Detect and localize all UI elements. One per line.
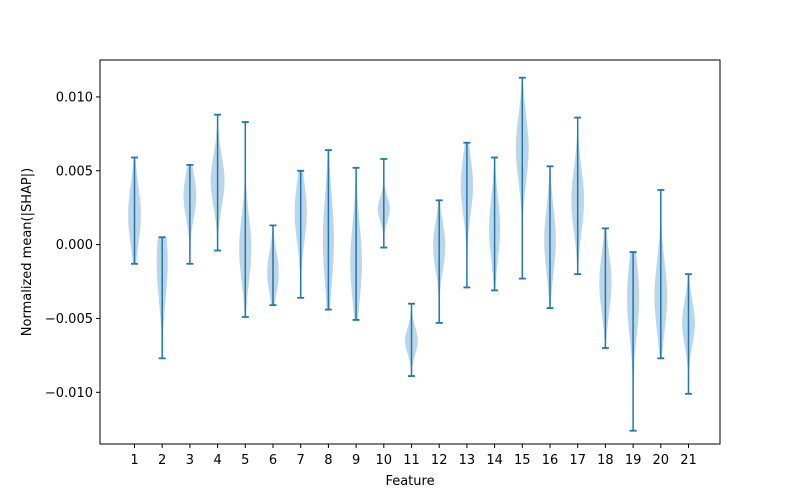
violin-feature-8 (322, 149, 334, 311)
violin-feature-21 (682, 273, 695, 395)
x-tick-label: 12 (431, 453, 448, 468)
y-tick-label: 0.000 (56, 238, 93, 253)
violin-feature-14 (489, 156, 501, 292)
y-axis-ticks: 0.010 0.005 0.000 −0.005 −0.010 (45, 90, 100, 401)
x-tick-label: 21 (680, 453, 697, 468)
violin-feature-19 (627, 251, 640, 432)
x-tick-label: 9 (352, 453, 360, 468)
axes-frame (99, 59, 721, 445)
x-tick-label: 17 (569, 453, 586, 468)
violin-feature-20 (654, 189, 668, 360)
x-tick-label: 15 (514, 453, 531, 468)
x-tick-label: 16 (542, 453, 559, 468)
violin-feature-18 (599, 227, 612, 349)
x-tick-label: 19 (625, 453, 642, 468)
x-tick-label: 8 (324, 453, 332, 468)
x-tick-label: 3 (186, 453, 194, 468)
violin-feature-9 (350, 166, 362, 321)
violin-feature-11 (405, 302, 418, 377)
x-tick-label: 7 (297, 453, 305, 468)
x-tick-label: 5 (241, 453, 249, 468)
violin-feature-17 (571, 116, 585, 276)
violin-feature-10 (377, 158, 390, 249)
x-tick-label: 11 (403, 453, 420, 468)
x-axis-ticks: 1 2 3 4 5 6 7 8 9 10 11 12 13 14 15 16 17 18 19 20 21 (130, 444, 697, 468)
x-tick-label: 14 (486, 453, 503, 468)
y-tick-label: −0.005 (45, 312, 93, 327)
violin-feature-4 (210, 113, 225, 252)
x-axis-label: Feature (385, 474, 434, 489)
x-tick-label: 13 (459, 453, 476, 468)
x-tick-label: 6 (269, 453, 277, 468)
violin-feature-1 (128, 156, 141, 265)
violin-feature-6 (267, 224, 279, 307)
violin-feature-15 (515, 76, 529, 280)
violin-feature-2 (156, 236, 168, 360)
x-tick-label: 1 (130, 453, 138, 468)
y-tick-label: 0.010 (56, 90, 93, 105)
violin-feature-5 (239, 121, 252, 318)
violin-feature-3 (183, 163, 197, 265)
violin-feature-12 (433, 199, 446, 324)
y-tick-label: −0.010 (45, 386, 93, 401)
violin-feature-16 (544, 165, 556, 310)
x-tick-label: 20 (653, 453, 670, 468)
y-tick-label: 0.005 (56, 164, 93, 179)
violin-feature-7 (294, 169, 307, 299)
y-axis-label: Normalized mean(|SHAP|) (20, 168, 35, 336)
x-tick-label: 2 (158, 453, 166, 468)
x-tick-label: 4 (213, 453, 221, 468)
violins-layer (128, 76, 695, 432)
x-tick-label: 10 (376, 453, 393, 468)
violin-feature-13 (460, 141, 473, 289)
x-tick-label: 18 (597, 453, 614, 468)
